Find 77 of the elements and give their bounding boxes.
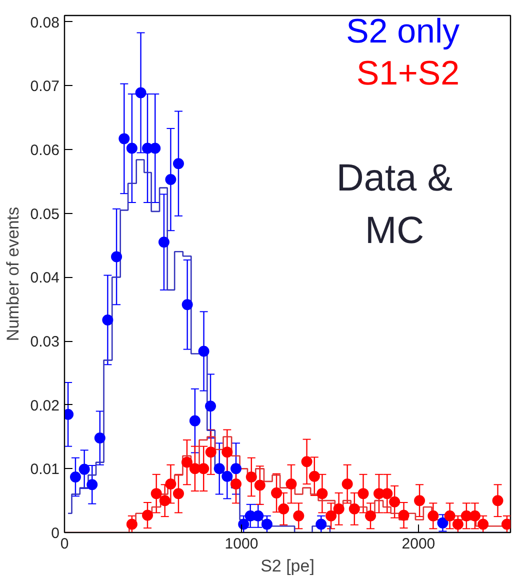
annotation: Data & MC <box>336 158 453 252</box>
y-tick-label: 0 <box>51 525 60 542</box>
point <box>159 495 170 506</box>
point <box>181 456 192 468</box>
point <box>150 142 161 154</box>
point <box>452 518 464 530</box>
point <box>308 470 320 482</box>
point <box>437 517 448 528</box>
point <box>230 478 242 490</box>
point <box>222 446 233 458</box>
point <box>118 133 130 144</box>
point <box>382 488 393 500</box>
point <box>348 503 360 514</box>
y-tick-label: 0.03 <box>30 334 60 351</box>
point <box>198 463 210 474</box>
point <box>135 87 146 98</box>
point <box>261 518 272 530</box>
point <box>469 510 480 522</box>
point <box>182 299 193 310</box>
point <box>478 518 489 530</box>
point <box>342 478 353 490</box>
point <box>165 174 176 186</box>
point <box>198 346 210 357</box>
point <box>358 488 369 500</box>
y-tick-label: 0.06 <box>30 142 60 160</box>
point <box>333 503 344 514</box>
point <box>238 518 250 530</box>
point <box>150 488 162 500</box>
point <box>492 495 504 506</box>
point <box>428 510 439 522</box>
text: S2 only <box>346 12 460 50</box>
point <box>271 487 282 498</box>
y-tick-label: 0.02 <box>30 397 60 414</box>
y-tick-label: 0.07 <box>30 78 60 96</box>
point <box>142 510 154 521</box>
point <box>222 470 233 482</box>
point <box>246 471 257 482</box>
point <box>301 456 312 468</box>
point <box>293 510 304 522</box>
point <box>365 510 376 522</box>
point <box>316 518 327 530</box>
point <box>86 479 98 490</box>
point <box>78 464 90 475</box>
point <box>326 510 337 522</box>
point <box>126 518 138 530</box>
point <box>389 496 400 508</box>
point <box>189 415 200 426</box>
point <box>102 314 114 326</box>
point <box>172 488 184 500</box>
point <box>165 478 176 490</box>
point <box>398 510 410 521</box>
point <box>205 446 216 458</box>
point <box>111 251 122 262</box>
x-axis-title: S2 [pe] <box>260 556 314 576</box>
point <box>444 510 456 522</box>
x-tick-label: 2000 <box>402 536 436 552</box>
point <box>230 463 242 474</box>
y-tick-label: 0.08 <box>30 14 60 32</box>
x-tick-label: 1000 <box>224 536 258 552</box>
point <box>205 400 216 412</box>
point <box>252 510 264 522</box>
y-tick-label: 0.05 <box>30 206 60 223</box>
point <box>126 142 138 154</box>
y-tick-label: 0.01 <box>30 461 60 478</box>
point <box>70 471 81 482</box>
text: S1+S2 <box>356 54 460 92</box>
point <box>286 478 297 490</box>
point <box>94 432 106 444</box>
y-tick-label: 0.04 <box>30 270 60 287</box>
y-axis-title: Number of events <box>3 206 22 342</box>
point <box>214 463 225 474</box>
point <box>278 503 290 514</box>
point <box>172 158 184 170</box>
point <box>414 495 426 506</box>
point <box>254 480 266 491</box>
point <box>316 488 328 500</box>
point <box>158 236 170 248</box>
